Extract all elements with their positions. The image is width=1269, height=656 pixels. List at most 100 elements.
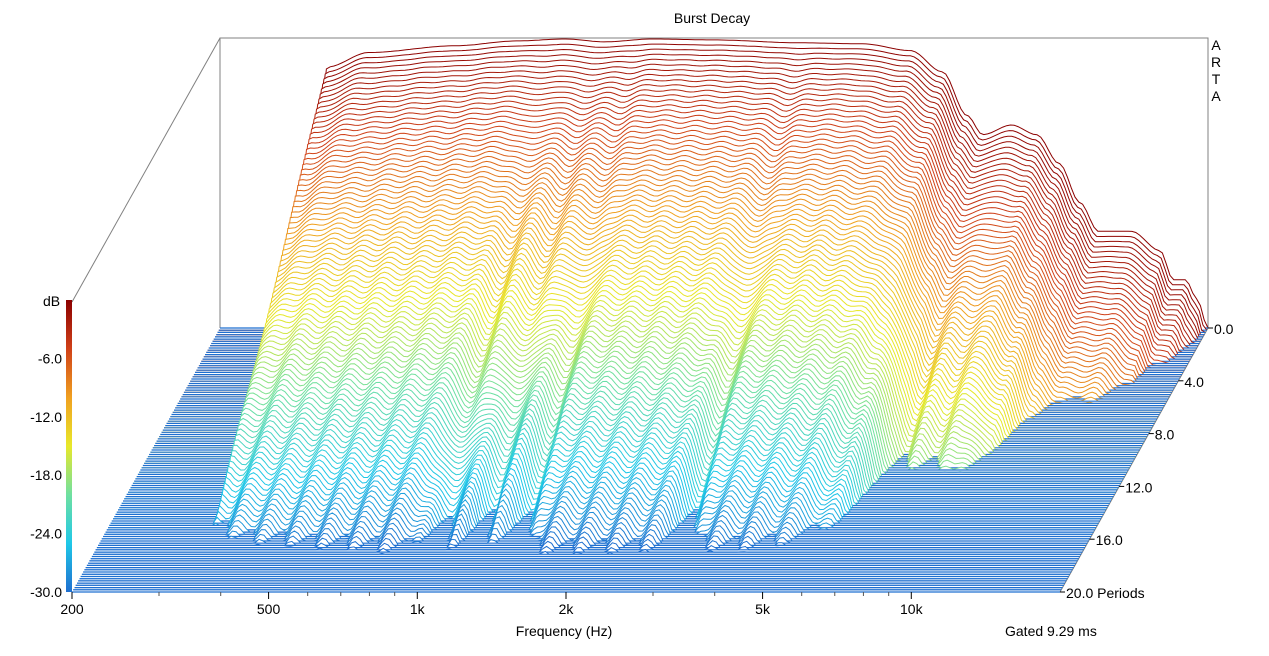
slice-line (175, 219, 1164, 409)
slice-line (186, 174, 1175, 389)
slice-line (177, 209, 1166, 404)
slice-line (211, 73, 1200, 344)
slice-line (179, 204, 1167, 402)
slice-line (185, 179, 1174, 391)
slice-line (182, 189, 1171, 396)
slice-line (140, 360, 1129, 471)
slice-line (181, 194, 1170, 398)
slice-line (212, 68, 1201, 342)
brand-letter: T (1212, 71, 1221, 87)
slice-line (154, 304, 1143, 447)
z-tick-label: 12.0 (1125, 479, 1152, 495)
slice-line (216, 53, 1205, 336)
slice-line (149, 325, 1138, 455)
slice-line (141, 355, 1130, 469)
slice-line (195, 139, 1184, 373)
back-wall-frame (219, 37, 1209, 328)
z-tick-label: 8.0 (1155, 427, 1175, 443)
slice-line (176, 214, 1165, 407)
slice-line (171, 234, 1160, 415)
slice-line (180, 199, 1169, 400)
slice-line (192, 149, 1181, 378)
colorbar: dB -6.0 -12.0 -18.0 -24.0 -30.0 (30, 293, 72, 600)
brand-letter: R (1211, 54, 1221, 70)
chart-title: Burst Decay (674, 10, 750, 26)
slice-line (170, 239, 1159, 418)
slice-line (142, 350, 1131, 466)
decay-slices (72, 38, 1209, 593)
slice-line (169, 244, 1157, 420)
slice-line (157, 290, 1146, 440)
gated-label: Gated 9.29 ms (1005, 623, 1097, 639)
x-tick-label: 2k (559, 601, 575, 617)
slice-line (218, 43, 1208, 331)
x-tick-label: 500 (257, 601, 281, 617)
slice-line (183, 184, 1172, 393)
slice-line (155, 299, 1144, 444)
slice-fill (101, 516, 1090, 539)
slice-line (210, 78, 1199, 347)
colorbar-tick-label: -18.0 (30, 467, 62, 483)
z-tick-label: 0.0 (1214, 321, 1234, 337)
slice-line (164, 264, 1152, 429)
colorbar-tick-label: -6.0 (38, 350, 62, 366)
slice-line (213, 63, 1202, 340)
slice-line (208, 84, 1197, 349)
colorbar-bar (66, 300, 72, 592)
slice-line (161, 274, 1150, 433)
z-tick-label: 16.0 (1096, 532, 1123, 548)
slice-line (159, 284, 1148, 438)
slice-line (200, 119, 1189, 364)
slice-line (201, 114, 1190, 362)
slice-line (215, 58, 1203, 338)
slice-line (172, 229, 1161, 413)
x-tick-label: 200 (60, 601, 84, 617)
colorbar-tick-label: -12.0 (30, 409, 62, 425)
slice-line (207, 89, 1196, 351)
slice-line (206, 94, 1195, 353)
slice-line (145, 340, 1134, 462)
slice-line (205, 99, 1194, 356)
slice-line (151, 315, 1140, 451)
slice-line (203, 104, 1192, 358)
slice-line (196, 134, 1185, 371)
x-axis-label: Frequency (Hz) (516, 623, 612, 639)
slice-line (152, 309, 1141, 449)
z-axis: 0.0 4.0 8.0 12.0 16.0 20.0 Periods (1060, 321, 1234, 601)
slice-line (188, 164, 1177, 384)
slice-line (220, 38, 1209, 329)
left-top-edge (71, 37, 221, 303)
slice-line (147, 330, 1136, 458)
slice-line (144, 345, 1133, 464)
slice-line (198, 124, 1187, 367)
slice-line (162, 269, 1151, 431)
slice-line (197, 129, 1186, 369)
z-tick-label: 4.0 (1184, 374, 1204, 390)
x-tick-label: 5k (755, 601, 771, 617)
x-tick-label: 1k (410, 601, 426, 617)
slice-line (167, 249, 1156, 422)
x-tick-label: 10k (900, 601, 924, 617)
slice-line (156, 294, 1145, 442)
slice-fill (100, 521, 1089, 541)
slice-line (187, 169, 1176, 387)
slice-line (150, 320, 1139, 453)
slice-fill (98, 531, 1087, 546)
slice-line (193, 144, 1182, 376)
slice-line (166, 254, 1155, 424)
brand-letter: A (1211, 37, 1221, 53)
brand-letter: A (1211, 88, 1221, 104)
colorbar-label: dB (43, 293, 60, 309)
slice-line (191, 154, 1180, 380)
x-axis: Frequency (Hz) 200 500 1k 2k 5k 10k (60, 592, 924, 639)
z-tick-label: 20.0 Periods (1066, 585, 1145, 601)
slice-line (190, 159, 1179, 382)
colorbar-tick-label: -24.0 (30, 526, 62, 542)
slice-line (146, 335, 1135, 460)
slice-line (160, 279, 1149, 435)
slice-line (174, 224, 1162, 411)
slice-line (202, 109, 1191, 360)
slice-line (217, 48, 1206, 333)
